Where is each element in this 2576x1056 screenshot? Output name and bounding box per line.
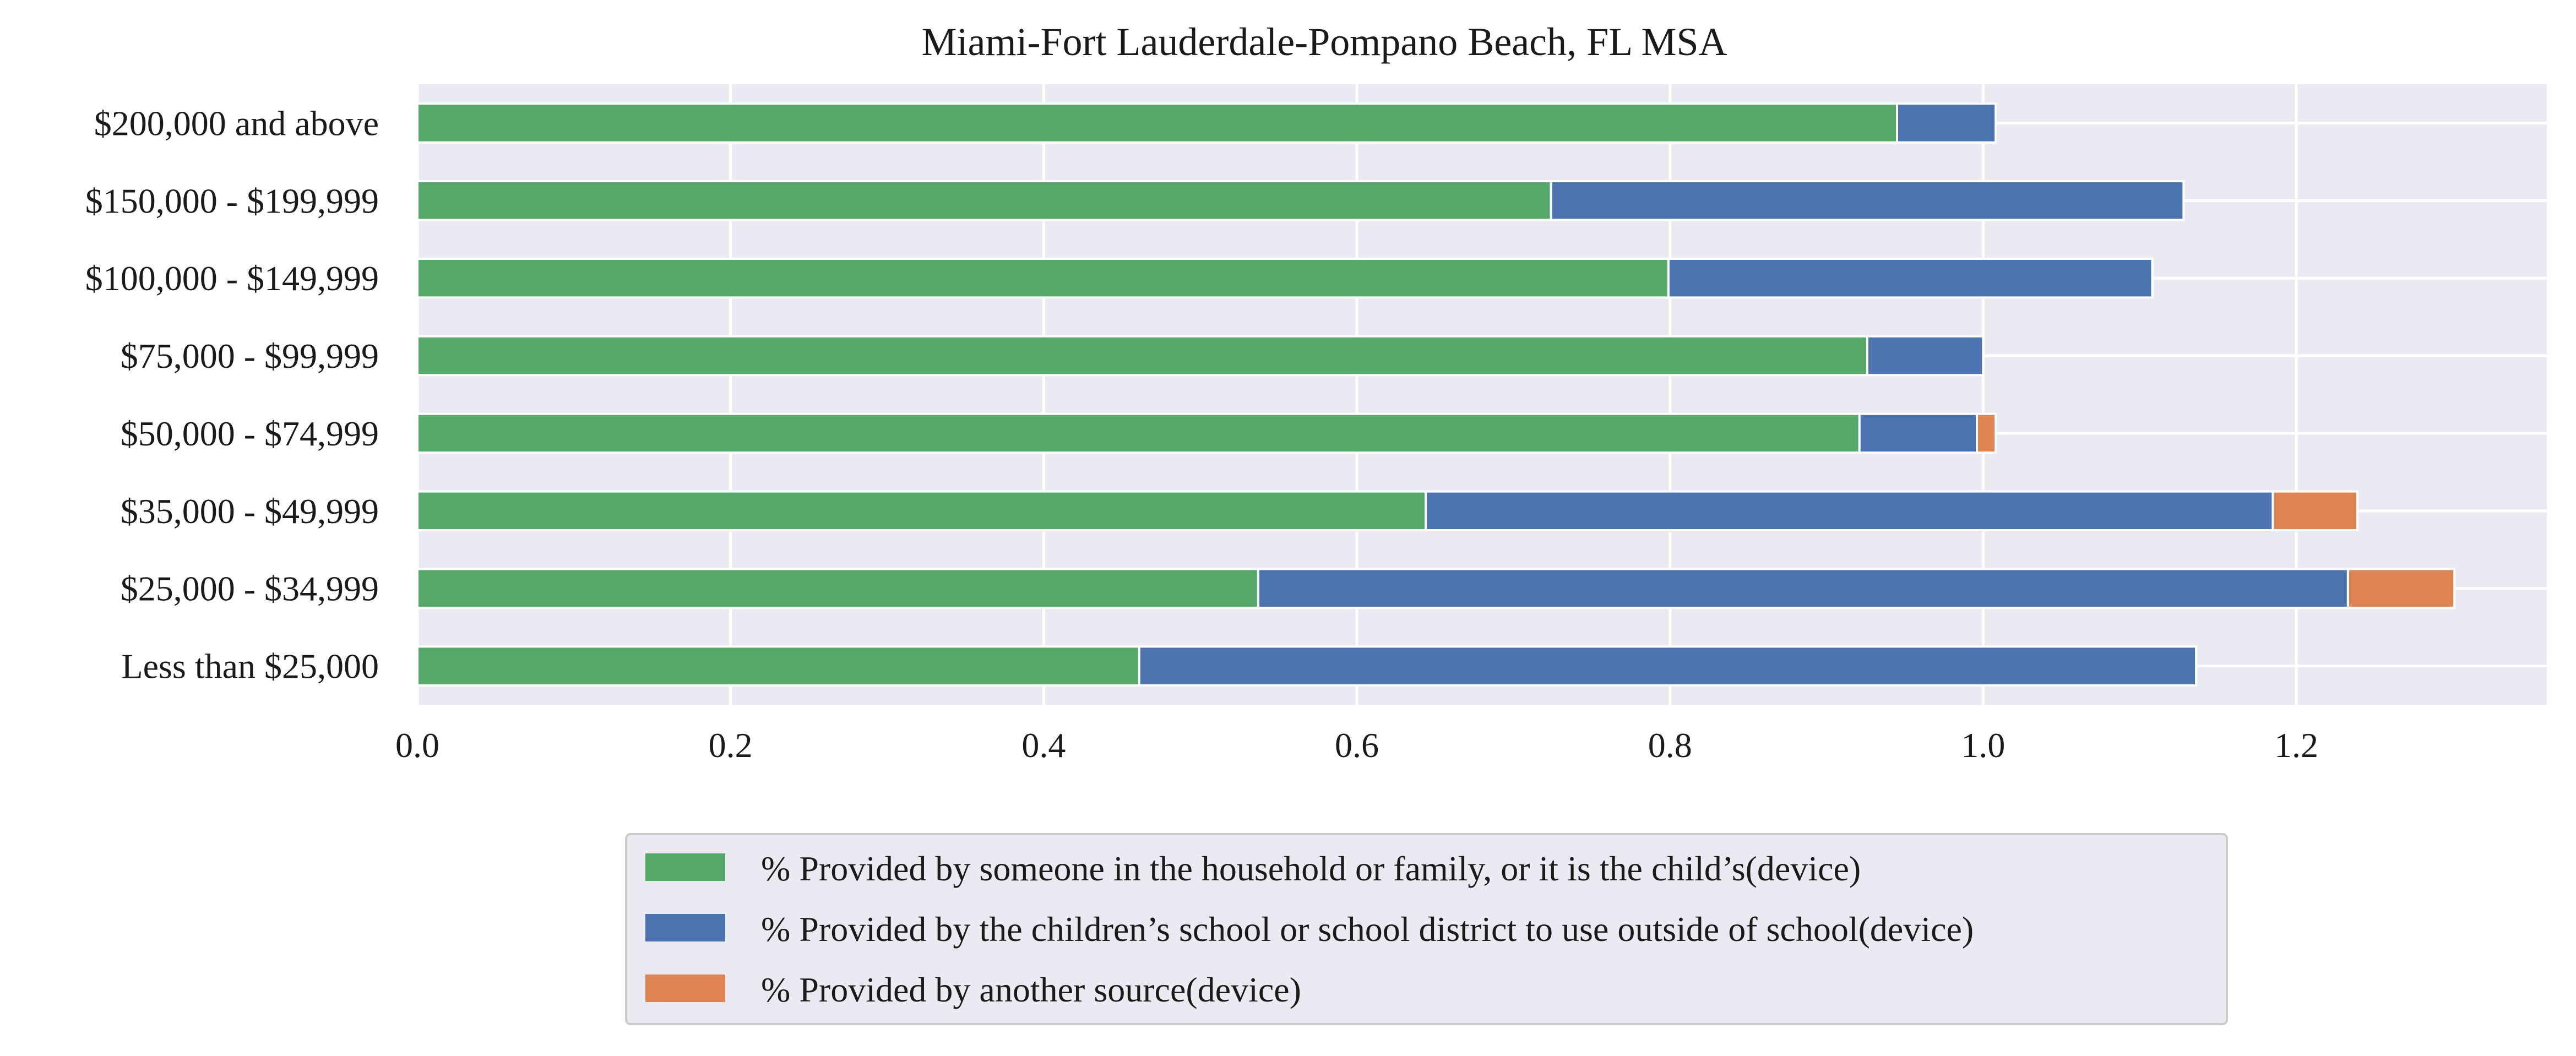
bar-segment	[416, 102, 1898, 144]
bar-segment	[1858, 412, 1979, 454]
bar-segment	[416, 335, 1868, 377]
bar-segment	[416, 645, 1140, 687]
category-label: $35,000 - $49,999	[121, 492, 379, 531]
legend-label: % Provided by the children’s school or s…	[761, 910, 1974, 949]
legend-swatch	[645, 975, 725, 1002]
legend-label: % Provided by another source(device)	[761, 970, 1301, 1009]
bar-segment	[1976, 412, 1997, 454]
x-tick-label: 0.4	[1021, 726, 1066, 765]
category-label: $200,000 and above	[94, 104, 379, 143]
bar-segment	[1895, 102, 1997, 144]
chart-title: Miami-Fort Lauderdale-Pompano Beach, FL …	[921, 20, 1727, 64]
bar-segment	[2346, 568, 2456, 609]
bar-segment	[416, 412, 1861, 454]
bar-segment	[1550, 180, 2185, 221]
x-tick-label: 0.8	[1648, 726, 1692, 765]
bar-segment	[1257, 568, 2349, 609]
bar-segment	[1425, 490, 2274, 532]
category-label: $75,000 - $99,999	[121, 336, 379, 375]
category-label: $25,000 - $34,999	[121, 569, 379, 608]
bar-segment	[1667, 257, 2154, 299]
plot-background	[417, 84, 2547, 705]
x-tick-label: 0.2	[709, 726, 753, 765]
x-tick-label: 1.0	[1961, 726, 2005, 765]
category-label: $150,000 - $199,999	[85, 181, 379, 220]
category-label: $100,000 - $149,999	[85, 259, 379, 298]
bar-segment	[416, 568, 1259, 609]
bar-segment	[416, 180, 1552, 221]
x-tick-label: 0.6	[1335, 726, 1379, 765]
bar-segment	[2271, 490, 2358, 532]
category-label: Less than $25,000	[122, 647, 379, 686]
bar-segment	[1138, 645, 2198, 687]
bar-segment	[416, 490, 1427, 532]
legend-swatch	[645, 853, 725, 881]
bar-segment	[416, 257, 1670, 299]
legend-box	[625, 833, 2228, 1025]
x-tick-label: 0.0	[395, 726, 439, 765]
legend-swatch	[645, 914, 725, 941]
legend-label: % Provided by someone in the household o…	[761, 849, 1861, 888]
bar-segment	[1866, 335, 1985, 377]
category-label: $50,000 - $74,999	[121, 414, 379, 453]
x-tick-label: 1.2	[2274, 726, 2318, 765]
